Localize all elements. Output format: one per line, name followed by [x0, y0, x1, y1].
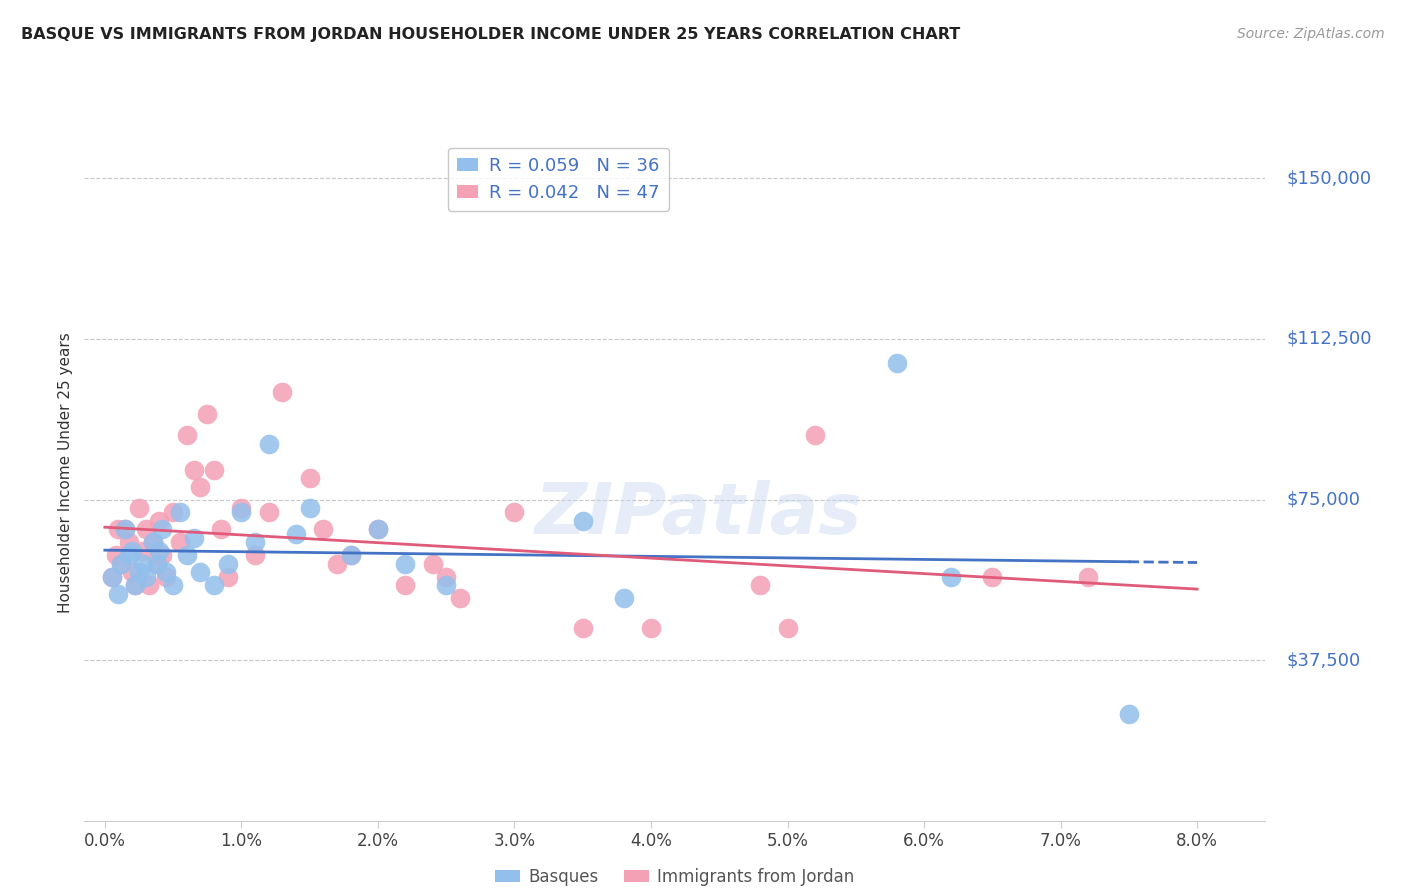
Point [941, 569, 963, 583]
Text: BASQUE VS IMMIGRANTS FROM JORDAN HOUSEHOLDER INCOME UNDER 25 YEARS CORRELATION C: BASQUE VS IMMIGRANTS FROM JORDAN HOUSEHO… [21, 27, 960, 42]
Point [128, 566, 150, 580]
Point [613, 591, 636, 605]
Point [1118, 706, 1140, 721]
Point [100, 569, 122, 583]
Legend: Basques, Immigrants from Jordan: Basques, Immigrants from Jordan [489, 861, 860, 892]
Point [118, 548, 141, 562]
Text: ZIPatlas: ZIPatlas [534, 480, 862, 549]
Text: $75,000: $75,000 [1286, 491, 1361, 508]
Point [142, 535, 165, 549]
Point [640, 621, 662, 635]
Point [257, 505, 280, 519]
Point [128, 501, 150, 516]
Point [114, 523, 136, 537]
Text: Source: ZipAtlas.com: Source: ZipAtlas.com [1237, 27, 1385, 41]
Text: $37,500: $37,500 [1286, 651, 1361, 669]
Point [176, 548, 198, 562]
Point [231, 501, 253, 516]
Point [138, 578, 160, 592]
Point [285, 526, 308, 541]
Point [571, 621, 593, 635]
Point [132, 557, 155, 571]
Y-axis label: Householder Income Under 25 years: Householder Income Under 25 years [58, 333, 73, 613]
Point [339, 548, 361, 562]
Point [243, 548, 266, 562]
Point [104, 548, 127, 562]
Point [367, 523, 389, 537]
Point [142, 535, 165, 549]
Point [107, 523, 129, 537]
Point [110, 557, 132, 571]
Point [217, 557, 239, 571]
Point [107, 587, 129, 601]
Point [434, 569, 457, 583]
Point [449, 591, 471, 605]
Point [231, 505, 253, 519]
Text: $150,000: $150,000 [1286, 169, 1372, 187]
Point [298, 471, 321, 485]
Point [145, 557, 167, 571]
Point [312, 523, 335, 537]
Point [804, 428, 827, 442]
Point [162, 578, 184, 592]
Point [124, 578, 146, 592]
Point [1077, 569, 1099, 583]
Point [217, 569, 239, 583]
Point [298, 501, 321, 516]
Point [190, 566, 212, 580]
Point [132, 544, 155, 558]
Text: $112,500: $112,500 [1286, 330, 1372, 348]
Point [339, 548, 361, 562]
Point [195, 407, 218, 421]
Point [243, 535, 266, 549]
Point [145, 557, 167, 571]
Point [176, 428, 198, 442]
Point [202, 578, 225, 592]
Point [190, 480, 212, 494]
Point [169, 505, 191, 519]
Point [183, 462, 205, 476]
Point [121, 566, 143, 580]
Point [150, 548, 173, 562]
Point [148, 514, 170, 528]
Point [776, 621, 799, 635]
Point [503, 505, 526, 519]
Point [209, 523, 232, 537]
Point [394, 578, 416, 592]
Point [121, 544, 143, 558]
Point [257, 437, 280, 451]
Point [135, 569, 157, 583]
Point [367, 523, 389, 537]
Point [434, 578, 457, 592]
Point [202, 462, 225, 476]
Point [169, 535, 191, 549]
Point [118, 535, 141, 549]
Point [150, 523, 173, 537]
Point [326, 557, 349, 571]
Point [183, 531, 205, 545]
Point [422, 557, 444, 571]
Point [394, 557, 416, 571]
Point [571, 514, 593, 528]
Point [100, 569, 122, 583]
Point [749, 578, 772, 592]
Point [886, 355, 908, 369]
Point [148, 544, 170, 558]
Point [124, 578, 146, 592]
Point [162, 505, 184, 519]
Point [981, 569, 1004, 583]
Point [114, 523, 136, 537]
Point [271, 385, 294, 400]
Point [135, 523, 157, 537]
Point [155, 569, 177, 583]
Point [155, 566, 177, 580]
Point [110, 557, 132, 571]
